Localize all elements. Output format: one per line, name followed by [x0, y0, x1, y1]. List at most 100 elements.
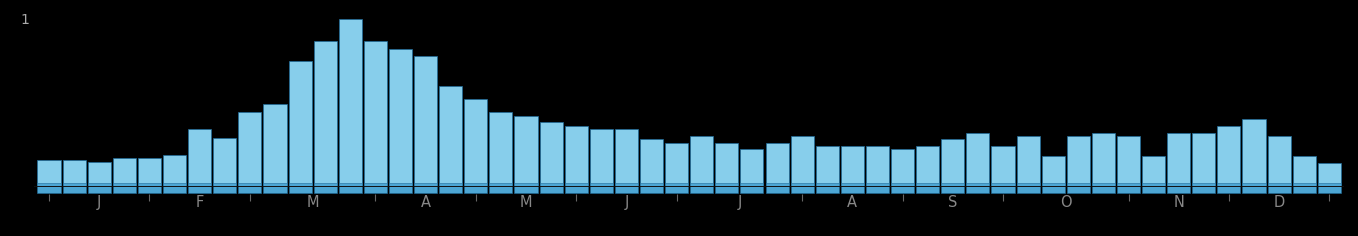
Bar: [62, 160, 86, 186]
Bar: [615, 129, 638, 186]
Bar: [38, 184, 61, 193]
Bar: [515, 184, 538, 193]
Bar: [665, 184, 689, 193]
Bar: [740, 149, 763, 186]
Bar: [189, 129, 212, 186]
Bar: [213, 138, 236, 186]
Bar: [766, 184, 789, 193]
Bar: [464, 184, 488, 193]
Text: M: M: [307, 195, 319, 210]
Bar: [1092, 133, 1115, 186]
Bar: [1167, 184, 1190, 193]
Text: M: M: [520, 195, 532, 210]
Bar: [565, 184, 588, 193]
Bar: [866, 184, 889, 193]
Bar: [489, 184, 512, 193]
Bar: [891, 184, 914, 193]
Bar: [163, 155, 186, 186]
Bar: [414, 184, 437, 193]
Bar: [314, 184, 337, 193]
Bar: [338, 184, 361, 193]
Bar: [113, 184, 136, 193]
Bar: [1092, 184, 1115, 193]
Bar: [489, 113, 512, 186]
Bar: [539, 184, 562, 193]
Text: S: S: [948, 195, 957, 210]
Bar: [1217, 126, 1240, 186]
Bar: [88, 184, 111, 193]
Bar: [891, 149, 914, 186]
Bar: [238, 184, 261, 193]
Bar: [740, 184, 763, 193]
Bar: [1192, 184, 1215, 193]
Bar: [314, 41, 337, 186]
Bar: [716, 184, 739, 193]
Bar: [414, 56, 437, 186]
Text: J: J: [737, 195, 741, 210]
Bar: [338, 19, 361, 186]
Bar: [1217, 184, 1240, 193]
Bar: [88, 162, 111, 186]
Text: N: N: [1173, 195, 1184, 210]
Bar: [364, 41, 387, 186]
Text: O: O: [1061, 195, 1071, 210]
Bar: [640, 139, 663, 186]
Bar: [841, 146, 864, 186]
Bar: [515, 116, 538, 186]
Text: J: J: [96, 195, 102, 210]
Bar: [917, 146, 940, 186]
Bar: [364, 184, 387, 193]
Bar: [1293, 184, 1316, 193]
Bar: [288, 61, 311, 186]
Bar: [1243, 119, 1266, 186]
Bar: [716, 143, 739, 186]
Bar: [690, 136, 713, 186]
Bar: [941, 184, 964, 193]
Bar: [113, 158, 136, 186]
Bar: [439, 184, 462, 193]
Bar: [841, 184, 864, 193]
Bar: [790, 184, 813, 193]
Bar: [213, 184, 236, 193]
Bar: [816, 146, 839, 186]
Bar: [1118, 184, 1141, 193]
Bar: [1142, 184, 1165, 193]
Bar: [38, 160, 61, 186]
Bar: [288, 184, 311, 193]
Bar: [263, 104, 287, 186]
Bar: [1042, 184, 1065, 193]
Bar: [766, 143, 789, 186]
Bar: [790, 136, 813, 186]
Bar: [565, 126, 588, 186]
Bar: [1067, 184, 1090, 193]
Bar: [189, 184, 212, 193]
Bar: [991, 146, 1014, 186]
Bar: [238, 113, 261, 186]
Bar: [941, 139, 964, 186]
Text: A: A: [847, 195, 857, 210]
Bar: [1017, 136, 1040, 186]
Bar: [1167, 133, 1190, 186]
Bar: [589, 184, 612, 193]
Bar: [866, 146, 889, 186]
Bar: [139, 184, 162, 193]
Bar: [816, 184, 839, 193]
Bar: [967, 184, 990, 193]
Bar: [1317, 184, 1340, 193]
Text: A: A: [421, 195, 430, 210]
Bar: [139, 158, 162, 186]
Bar: [1042, 156, 1065, 186]
Bar: [1317, 163, 1340, 186]
Bar: [388, 184, 411, 193]
Bar: [1118, 136, 1141, 186]
Bar: [1192, 133, 1215, 186]
Bar: [589, 129, 612, 186]
Bar: [690, 184, 713, 193]
Bar: [388, 49, 411, 186]
Bar: [640, 184, 663, 193]
Text: D: D: [1274, 195, 1285, 210]
Bar: [991, 184, 1014, 193]
Bar: [1267, 184, 1290, 193]
Text: J: J: [625, 195, 629, 210]
Text: F: F: [196, 195, 204, 210]
